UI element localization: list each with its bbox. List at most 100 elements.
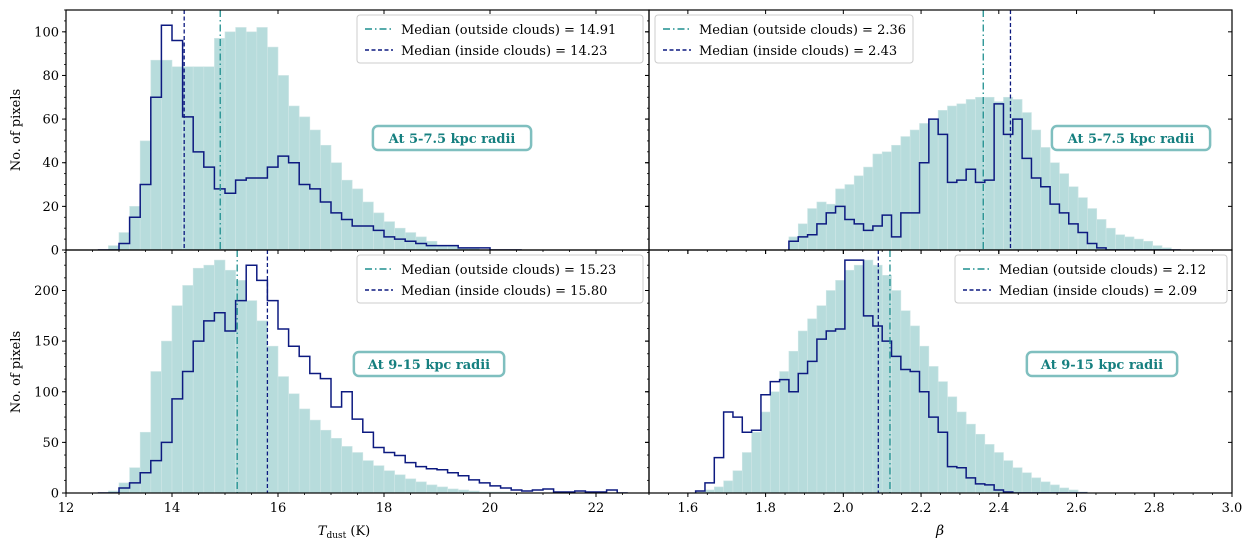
x-tick-label: 22 [588, 501, 605, 516]
hist-bar-outside [1133, 238, 1144, 250]
hist-bar-outside [900, 136, 911, 250]
hist-bar-outside [267, 345, 279, 493]
hist-bar-outside [1143, 240, 1154, 250]
hist-bar-outside [844, 269, 855, 493]
hist-bar-outside [1012, 467, 1023, 493]
hist-bar-outside [203, 264, 215, 493]
hist-bar-outside [1059, 487, 1070, 493]
annotation-box [352, 350, 506, 378]
plot-area-tr [788, 10, 1181, 250]
hist-bar-outside [1003, 96, 1014, 250]
hist-bar-outside [928, 366, 939, 493]
hist-bar-outside [853, 264, 864, 493]
hist-bar-outside [150, 371, 162, 493]
legend-label-inside: Median (inside clouds) = 2.43 [699, 44, 897, 59]
hist-bar-outside [373, 212, 385, 250]
annotation-label: At 5-7.5 kpc radii [388, 132, 516, 147]
hist-bar-outside [937, 381, 948, 493]
hist-step-inside [788, 103, 1181, 250]
hist-bar-outside [900, 310, 911, 493]
y-tick-label: 100 [34, 385, 59, 400]
hist-bar-outside [835, 280, 846, 493]
y-axis-label-top: No. of pixels [9, 89, 24, 171]
hist-bar-outside [277, 376, 289, 493]
hist-bar-outside [1021, 472, 1032, 493]
plot-area-tl [97, 10, 522, 250]
hist-bar-outside [1077, 197, 1088, 250]
hist-bar-outside [769, 391, 780, 493]
hist-bar-outside [909, 325, 920, 493]
y-tick-label: 100 [34, 25, 59, 40]
legend-label-inside: Median (inside clouds) = 15.80 [401, 284, 607, 299]
hist-bar-outside [863, 259, 874, 493]
y-tick-label: 20 [42, 200, 59, 215]
panel-br: 1.6 1.8 2.0 2.2 2.4 2.6 2.8 3.0 Median (outside … [645, 249, 1243, 516]
legend-box [356, 14, 644, 64]
hist-bar-outside [351, 188, 364, 250]
hist-bar-outside [288, 105, 300, 250]
hist-bar-outside [426, 484, 438, 493]
x-tick-label: 1.6 [678, 501, 699, 516]
hist-bar-outside [1040, 147, 1051, 250]
hist-bar-outside [245, 300, 258, 493]
hist-step-inside [97, 264, 628, 493]
hist-bar-outside [891, 144, 902, 250]
hist-bar-outside [1003, 460, 1014, 493]
legend-label-inside: Median (inside clouds) = 2.09 [999, 284, 1197, 299]
hist-bar-outside [779, 371, 790, 493]
hist-bar-outside [150, 59, 162, 250]
hist-bar-outside [797, 330, 808, 493]
hist-bar-outside [256, 27, 268, 250]
hist-bar-outside [751, 431, 762, 493]
hist-bar-outside [341, 179, 353, 250]
hist-bar-outside [161, 340, 173, 493]
hist-bar-outside [807, 318, 818, 493]
hist-bar-outside [214, 259, 226, 493]
hist-bar-outside [394, 474, 406, 493]
x-axis-label-left-unit: (K) [346, 524, 370, 539]
hist-bar-outside [309, 129, 321, 250]
x-tick-label: 2.6 [1066, 501, 1087, 516]
hist-bar-outside [863, 166, 874, 250]
hist-bar-outside [203, 66, 215, 250]
annotation-box [371, 124, 533, 152]
hist-bar-outside [383, 470, 395, 493]
annotation-box [1025, 350, 1179, 378]
hist-bar-outside [909, 129, 920, 250]
hist-bar-outside [1031, 129, 1042, 250]
hist-bar-outside [277, 75, 289, 250]
hist-bar-outside [139, 140, 152, 250]
hist-bar-outside [245, 31, 258, 250]
panel-bl: 0 50 100 150 200 12 14 16 18 20 22 Median (outside … [34, 249, 650, 516]
annotation-box [1050, 124, 1212, 152]
hist-bar-outside [891, 290, 902, 493]
y-tick-label: 0 [51, 487, 59, 502]
hist-bar-outside [947, 105, 958, 250]
hist-bar-outside [937, 110, 948, 250]
panel-frame-br [648, 249, 1233, 494]
y-tick-label: 200 [34, 284, 59, 299]
hist-bar-outside [330, 162, 342, 250]
hist-bar-outside [224, 269, 236, 493]
y-tick-label: 80 [42, 69, 59, 84]
legend-label-outside: Median (outside clouds) = 2.12 [999, 263, 1206, 278]
hist-bar-outside [825, 290, 836, 493]
hist-bar-outside [447, 488, 459, 493]
x-axis-label-left: Tdust (K) [318, 524, 370, 541]
x-tick-label: 3.0 [1222, 501, 1243, 516]
hist-bar-outside [965, 423, 976, 493]
hist-step-inside [97, 24, 522, 250]
legend-box [654, 14, 914, 64]
y-tick-label: 40 [42, 156, 59, 171]
hist-bar-outside [373, 465, 385, 493]
hist-bar-outside [713, 486, 724, 493]
hist-bar-outside [872, 264, 883, 493]
y-tick-label: 60 [42, 113, 59, 128]
x-tick-label: 1.8 [755, 501, 776, 516]
hist-bar-outside [993, 101, 1004, 250]
x-tick-label: 16 [270, 501, 287, 516]
hist-bar-outside [351, 452, 364, 493]
hist-bar-outside [320, 144, 332, 250]
hist-bar-outside [872, 153, 883, 250]
